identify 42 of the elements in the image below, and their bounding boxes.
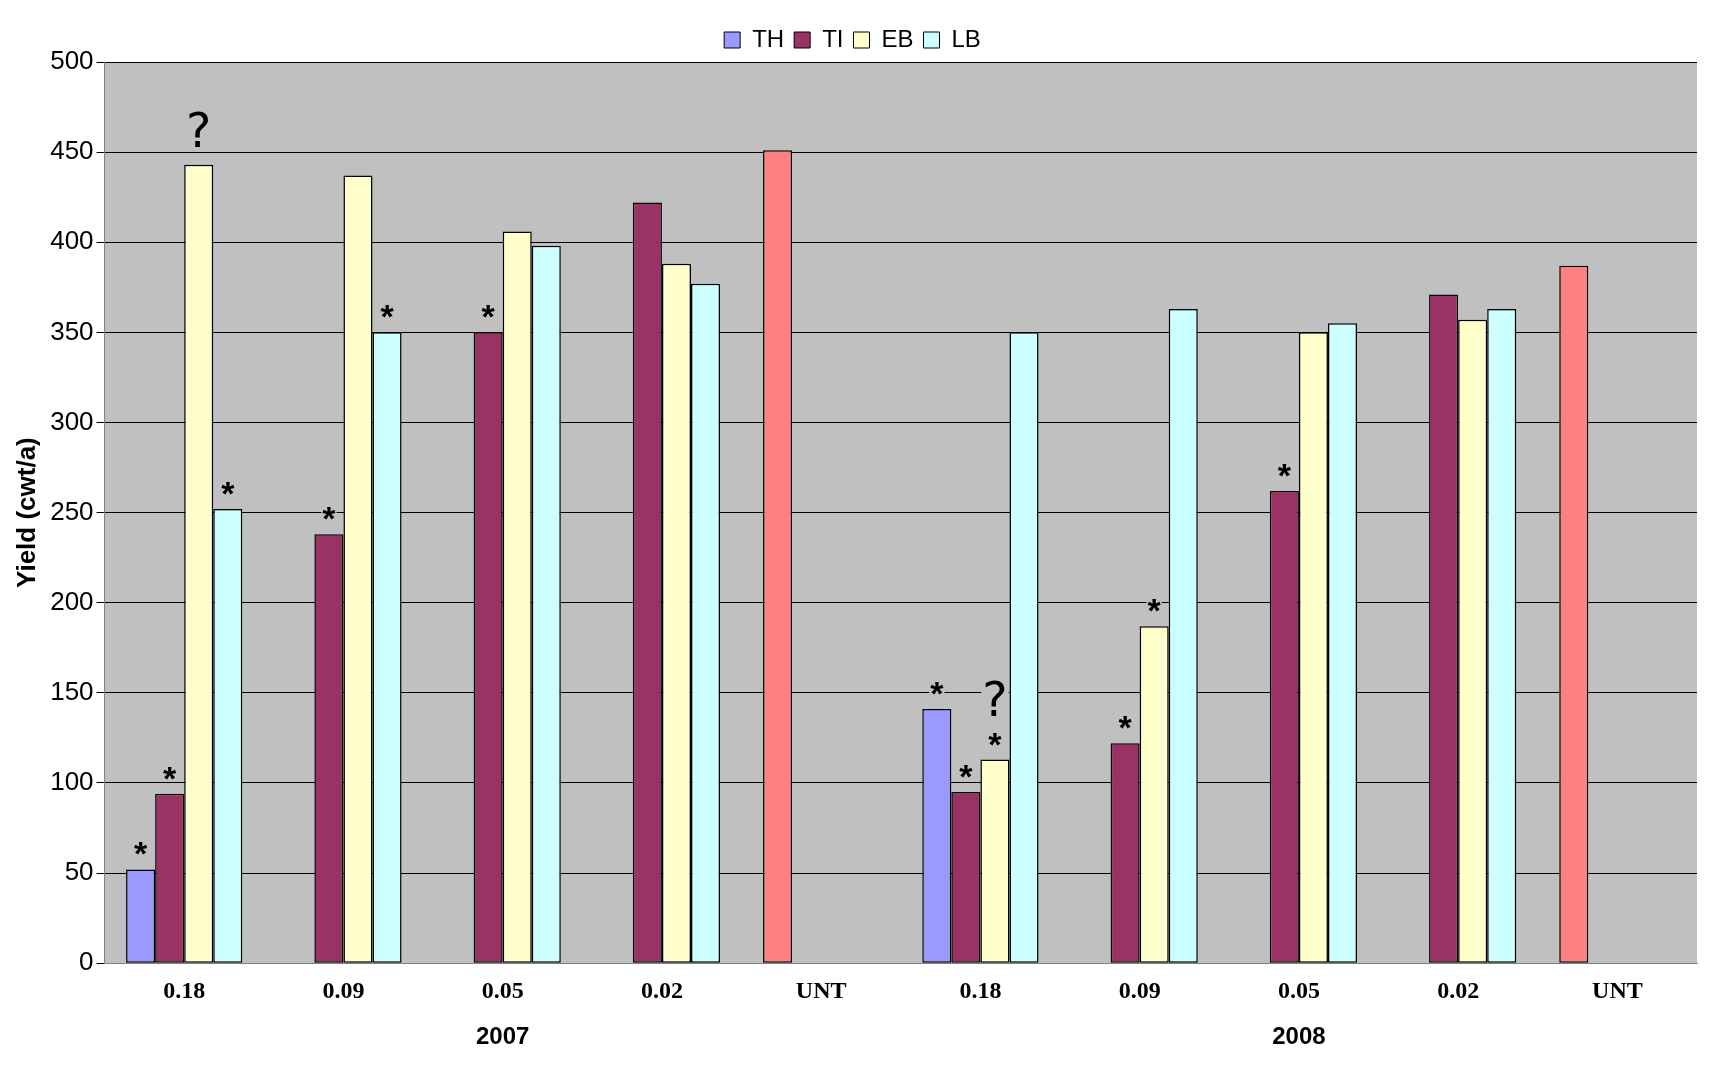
text: ? xyxy=(982,670,1008,727)
legend-label: LB xyxy=(951,24,981,52)
data-label: * xyxy=(163,758,178,797)
x-tick-label: 0.05 xyxy=(1277,976,1320,1003)
text: 2007 xyxy=(475,1021,530,1049)
y-tick-label: 50 xyxy=(64,856,94,887)
x-tick-label: 0.09 xyxy=(1118,976,1161,1003)
data-label: * xyxy=(133,834,148,873)
y-tick-label: 300 xyxy=(50,405,94,436)
y-tick-label: 500 xyxy=(50,45,94,76)
y-tick-label: 200 xyxy=(50,585,94,616)
x-tick-label: 0.18 xyxy=(163,976,206,1003)
y-tick-label: 250 xyxy=(50,495,94,526)
data-label: ? xyxy=(185,101,212,158)
legend-label: TI xyxy=(822,24,844,52)
data-label: * xyxy=(930,674,945,713)
data-label: * xyxy=(221,474,236,512)
x-tick-label: 0.18 xyxy=(959,976,1002,1003)
y-tick-label: 400 xyxy=(50,225,94,256)
data-label: * xyxy=(1118,708,1133,747)
data-label: * xyxy=(1277,455,1292,494)
data-label: * xyxy=(380,297,395,336)
data-label: * xyxy=(322,499,337,538)
x-tick-label: 0.02 xyxy=(1437,976,1480,1003)
legend-label: TH xyxy=(752,24,785,52)
x-tick-label: 0.02 xyxy=(640,976,683,1003)
legend-label: EB xyxy=(881,24,914,52)
y-tick-label: 150 xyxy=(50,676,94,707)
y-tick-label: 350 xyxy=(50,315,94,346)
data-label: * xyxy=(1147,591,1162,630)
y-tick-label: 100 xyxy=(50,766,94,797)
x-tick-label: 0.05 xyxy=(481,976,524,1003)
y-axis-title: Yield (cwt/a) xyxy=(10,437,41,588)
y-tick-label: 450 xyxy=(50,135,94,166)
x-tick-label: 0.09 xyxy=(322,976,365,1003)
text: * xyxy=(988,724,1002,763)
x-tick-label: UNT xyxy=(1592,976,1643,1003)
data-label: * xyxy=(959,756,974,795)
data-label: * xyxy=(481,297,496,336)
text: 2008 xyxy=(1272,1021,1326,1049)
x-tick-label: UNT xyxy=(795,976,847,1003)
y-tick-label: 0 xyxy=(79,946,94,977)
